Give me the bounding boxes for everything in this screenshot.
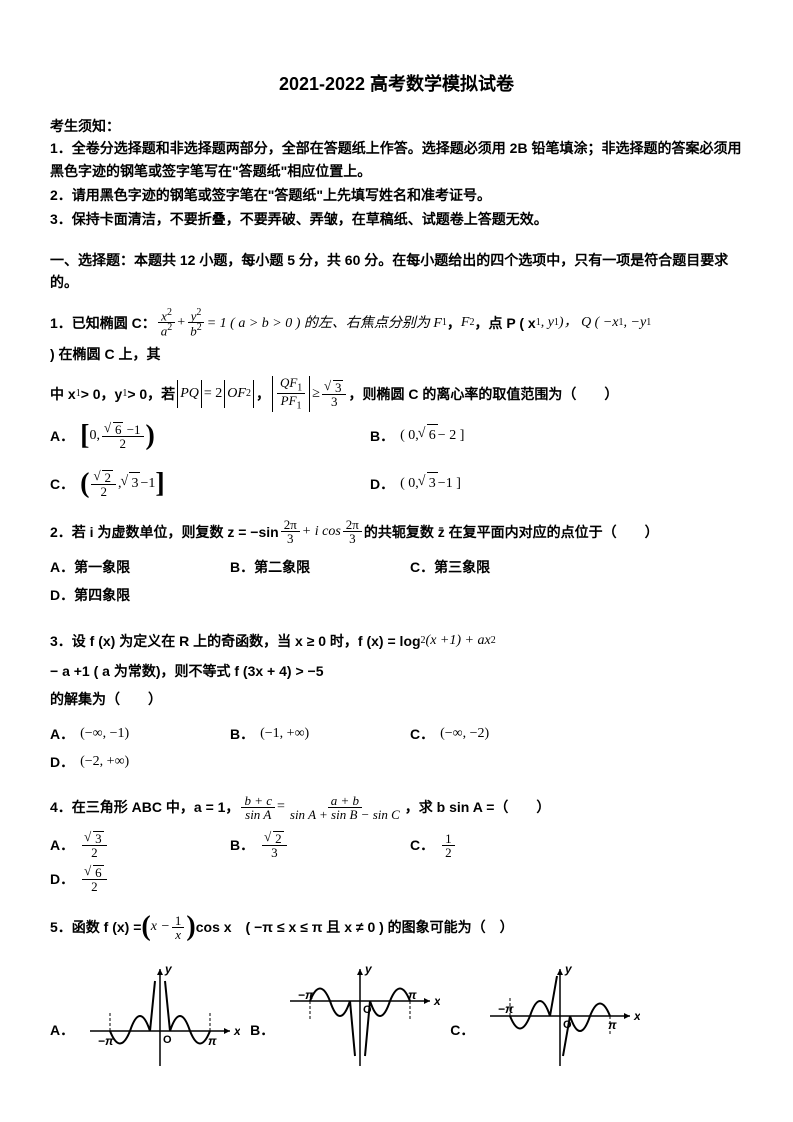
q3-tail: − a +1 ( a 为常数)，则不等式 f (3x + 4) > −5 <box>50 657 323 685</box>
svg-text:π: π <box>208 1034 217 1048</box>
svg-text:y: y <box>564 962 573 976</box>
question-3: 3．设 f (x) 为定义在 R 上的奇函数，当 x ≥ 0 时，f (x) =… <box>50 627 743 713</box>
q4-tail: ，求 b sin A =（ ） <box>405 793 551 821</box>
q1-p2: , y <box>541 309 554 337</box>
q1-line2a: 中 x <box>50 380 76 408</box>
q2-options: A．第一象限 B．第二象限 C．第三象限 D．第四象限 <box>50 556 743 613</box>
q1-opt-D: D． ( 0, 3 −1 ] <box>370 472 530 495</box>
q2-text: 2．若 i 为虚数单位，则复数 z = −sin <box>50 518 279 546</box>
svg-text:y: y <box>364 962 373 976</box>
svg-text:O: O <box>363 1004 372 1016</box>
q5-opt-B: B． x y O −π π <box>250 961 440 1071</box>
q5-inner: x − <box>151 913 170 941</box>
q4-opt-D: D．62 <box>50 865 210 893</box>
q1-plus: + <box>177 309 185 337</box>
q1-opt-A: A． [ 0, 6 −12 ) <box>50 422 350 450</box>
q3-opt-A: A．(−∞, −1) <box>50 723 210 745</box>
q4-opt-B: B．23 <box>230 831 390 859</box>
q3-text: 3．设 f (x) 为定义在 R 上的奇函数，当 x ≥ 0 时，f (x) =… <box>50 627 421 655</box>
notice-1: 1．全卷分选择题和非选择题两部分，全部在答题纸上作答。选择题必须用 2B 铅笔填… <box>50 137 743 182</box>
q1-options: A． [ 0, 6 −12 ) B． ( 0, 6 − 2 ] <box>50 422 743 456</box>
q3-mid: (x +1) + ax <box>426 627 491 655</box>
q1-line2b: > 0，y <box>81 380 123 408</box>
q1-geq: ≥ <box>312 380 320 408</box>
q1-text-2: = 1 ( a > b > 0 ) 的左、右焦点分别为 F <box>207 308 442 338</box>
svg-text:x: x <box>233 1024 240 1038</box>
q3-opt-C: C．(−∞, −2) <box>410 723 570 745</box>
q5-opt-A: A． x y O −π π <box>50 961 240 1071</box>
svg-text:π: π <box>608 1018 617 1032</box>
q1-of2: OF <box>227 380 246 408</box>
q2-opt-A: A．第一象限 <box>50 556 210 578</box>
notice-heading: 考生须知： <box>50 115 743 137</box>
q3-opt-B: B．(−1, +∞) <box>230 723 390 745</box>
q1-text-1: 1．已知椭圆 C： <box>50 309 156 337</box>
svg-text:y: y <box>164 962 173 976</box>
q4-opt-A: A．32 <box>50 831 210 859</box>
graph-C: x y O −π π <box>480 961 640 1071</box>
svg-text:x: x <box>633 1009 640 1023</box>
q1-pq: PQ <box>180 380 199 408</box>
question-1: 1．已知椭圆 C： x2 a2 + y2 b2 = 1 ( a > b > 0 … <box>50 308 743 412</box>
q4-opt-C: C．12 <box>410 832 570 859</box>
q1-opt-B: B． ( 0, 6 − 2 ] <box>370 424 530 447</box>
notice-2: 2．请用黑色字迹的钢笔或签字笔在"答题纸"上先填写姓名和准考证号。 <box>50 184 743 206</box>
question-5: 5．函数 f (x) = ( x − 1x ) cos x ( −π ≤ x ≤… <box>50 913 743 941</box>
q1-opt-C: C． ( 22 , 3 −1 ] <box>50 470 350 498</box>
notice-3: 3．保持卡面清洁，不要折叠，不要弄破、弄皱，在草稿纸、试题卷上答题无效。 <box>50 208 743 230</box>
q5-opt-C: C． x y O −π π <box>450 961 640 1071</box>
graph-B: x y O −π π <box>280 961 440 1071</box>
q5-text: 5．函数 f (x) = <box>50 913 141 941</box>
svg-text:x: x <box>433 994 440 1008</box>
q3-opt-D: D．(−2, +∞) <box>50 751 210 773</box>
svg-text:O: O <box>163 1034 172 1046</box>
question-2: 2．若 i 为虚数单位，则复数 z = −sin 2π3 + i cos 2π3… <box>50 518 743 546</box>
q5-graphs: A． x y O −π π B． x y O −π π <box>50 961 743 1071</box>
section-1-heading: 一、选择题：本题共 12 小题，每小题 5 分，共 60 分。在每小题给出的四个… <box>50 249 743 294</box>
q1-pt5: ) 在椭圆 C 上，其 <box>50 340 160 368</box>
graph-A: x y O −π π <box>80 961 240 1071</box>
q1-q2: , −y <box>624 309 647 337</box>
q1-P: ，点 P ( x <box>474 309 535 337</box>
q5-tail: cos x ( −π ≤ x ≤ π 且 x ≠ 0 ) 的图象可能为（ ） <box>196 913 514 941</box>
q3-line2: 的解集为（ ） <box>50 685 743 713</box>
q4-text: 4．在三角形 ABC 中，a = 1， <box>50 793 239 821</box>
page-title: 2021-2022 高考数学模拟试卷 <box>50 70 743 99</box>
question-4: 4．在三角形 ABC 中，a = 1， b + csin A = a + bsi… <box>50 793 743 821</box>
q1-comma2: ， <box>256 380 270 408</box>
q1-options-2: C． ( 22 , 3 −1 ] D． ( 0, 3 −1 ] <box>50 470 743 504</box>
q2-opt-B: B．第二象限 <box>230 556 390 578</box>
q2-tail: 的共轭复数 z̄ 在复平面内对应的点位于（ ） <box>364 518 659 546</box>
q4-options: A．32 B．23 C．12 D．62 <box>50 831 743 899</box>
q3-options: A．(−∞, −1) B．(−1, +∞) C．(−∞, −2) D．(−2, … <box>50 723 743 780</box>
q2-opt-C: C．第三象限 <box>410 556 570 578</box>
svg-text:−π: −π <box>498 1002 514 1016</box>
q1-Q: )， Q ( −x <box>559 309 619 337</box>
q2-mid: + i cos <box>302 518 341 546</box>
svg-text:−π: −π <box>298 988 314 1002</box>
q1-line2c: > 0，若 <box>127 380 175 408</box>
q1-f2: F <box>461 309 470 337</box>
q1-eq2: = 2 <box>204 380 222 408</box>
q2-opt-D: D．第四象限 <box>50 584 210 606</box>
q1-comma: ， <box>447 309 461 337</box>
q1-tail2: ，则椭圆 C 的离心率的取值范围为（ ） <box>348 380 618 408</box>
q4-eq: = <box>277 793 285 821</box>
